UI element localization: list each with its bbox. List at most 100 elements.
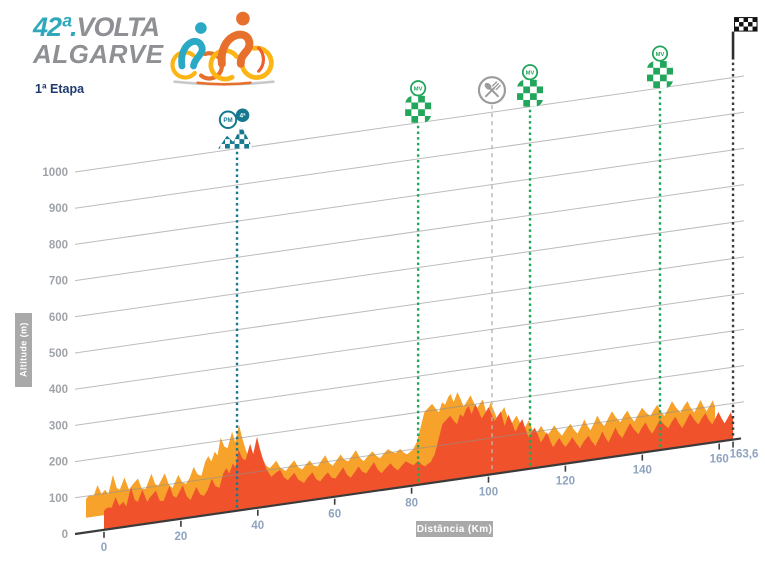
sprint-label-circle (521, 64, 539, 81)
checker-cell (249, 134, 254, 140)
y-tick-label: 500 (49, 348, 68, 360)
fork-tine (493, 83, 500, 89)
checker-cell (244, 139, 250, 144)
gridline-500m (74, 256, 745, 354)
flag-cell (743, 17, 749, 23)
x-tick-label: 80 (405, 498, 418, 510)
y-tick-label: 100 (49, 493, 68, 505)
logo-edition: 42ª (33, 12, 71, 42)
checker-cell (244, 129, 250, 135)
category-badge-label: 4ª (240, 113, 246, 120)
sprint-label: MV (526, 71, 535, 77)
race-logo-text: 42ª.VOLTA ALGARVE (33, 14, 164, 68)
y-tick-label: 800 (49, 239, 68, 251)
marker-lines (235, 62, 735, 510)
gridline-600m (74, 220, 745, 318)
checker-cell (653, 61, 660, 68)
checker-cell (530, 86, 537, 94)
checker-cell (659, 67, 667, 75)
x-axis-title: Distância (Km) (416, 521, 493, 537)
flag-checker (734, 17, 758, 32)
flag-cell (739, 22, 744, 27)
flag-cell (734, 22, 740, 27)
y-tick-label: 600 (49, 312, 68, 324)
flag-cell (734, 17, 740, 23)
flag-border (734, 17, 758, 32)
checker-cell (659, 81, 667, 89)
y-tick-label: 200 (49, 457, 68, 469)
checker-cell (239, 143, 245, 149)
checker-cell (405, 102, 412, 110)
feed-zone-icon (477, 76, 507, 105)
gridline-300m (74, 328, 745, 426)
category-badge-circle (235, 108, 250, 123)
checker-cell (220, 143, 226, 149)
checker-cell (254, 139, 259, 144)
intermediate-sprint-icon: MV (517, 64, 544, 107)
y-tick-label: 400 (49, 384, 68, 396)
checker-cell (411, 95, 419, 103)
cyclist-right (208, 11, 274, 82)
gridline-900m (74, 111, 745, 209)
checker-cell (523, 93, 531, 100)
sprint-label-circle (651, 45, 669, 62)
x-tick-label: 120 (556, 476, 575, 488)
checker-cell (249, 143, 254, 149)
gridline-800m (74, 147, 745, 245)
gridline-1000m (74, 75, 745, 173)
finish-distance-label: 163,6 (730, 449, 759, 461)
sprint-label: MV (656, 52, 665, 58)
checker-cell (536, 79, 544, 87)
checker-cell (530, 99, 537, 107)
checker-cell (220, 134, 226, 140)
flag-cell (748, 26, 753, 32)
flag-cell (752, 17, 758, 23)
checker-cell (218, 139, 221, 144)
pm-badge-label: PM (223, 117, 232, 124)
checker-cell (218, 129, 221, 135)
x-tick-label: 20 (175, 531, 188, 543)
mountain-prize-icon: PM 4ª (218, 108, 259, 149)
y-tick-label: 1000 (42, 167, 68, 179)
fork-handle (484, 87, 496, 98)
x-tick-label: 0 (101, 542, 107, 554)
checker-cell (239, 134, 245, 140)
pm-badge-circle (218, 110, 238, 129)
sprint-label-circle (410, 80, 427, 97)
y-tick-label: 900 (49, 203, 68, 215)
gridline-200m (74, 365, 745, 463)
cyclist-left (170, 22, 225, 81)
intermediate-sprint-icon: MV (405, 80, 432, 123)
checker-cell (234, 139, 240, 144)
checker-cell (229, 143, 235, 149)
spoon-bowl (484, 82, 492, 90)
checker-cell (249, 125, 254, 130)
flag-cell (743, 22, 749, 27)
gridline-700m (74, 184, 745, 282)
checker-cell (418, 102, 425, 110)
checker-cell (424, 109, 432, 117)
intermediate-sprint-icon: MV (646, 45, 673, 89)
sprint-label: MV (414, 87, 423, 93)
y-axis-title: Altitude (m) (15, 313, 32, 387)
y-tick-label: 0 (62, 529, 68, 541)
checker-cell (239, 125, 245, 130)
y-tick-label: 700 (49, 276, 68, 288)
checker-cell (646, 67, 654, 75)
x-tick-label: 140 (633, 465, 652, 477)
checker-cell (536, 93, 544, 100)
flag-cell (743, 26, 749, 32)
flag-cell (748, 22, 753, 27)
logo-dot: . (70, 12, 77, 42)
checker-cell (411, 109, 419, 117)
checker-cell (229, 134, 235, 140)
checker-cell (424, 95, 432, 103)
flag-cell (739, 17, 744, 23)
x-tick-label: 100 (479, 487, 498, 499)
x-tick-label: 40 (251, 520, 264, 532)
checker-cell (225, 129, 230, 135)
fork-tine (495, 84, 501, 91)
logo-line1: 42ª.VOLTA (33, 14, 164, 41)
